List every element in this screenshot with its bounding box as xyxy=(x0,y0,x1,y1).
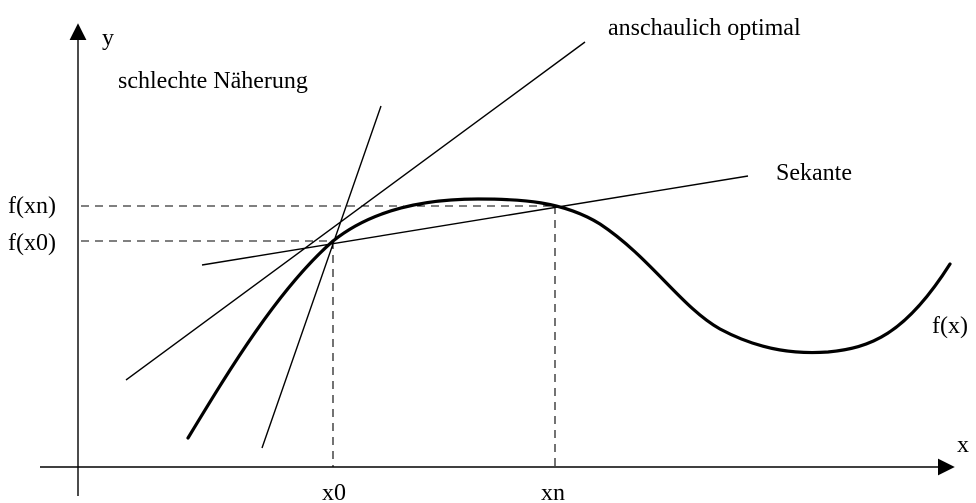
x0-label: x0 xyxy=(322,480,346,503)
function-curve xyxy=(186,197,952,440)
optimal-tangent-line xyxy=(125,41,586,381)
f-x0-label: f(x0) xyxy=(8,230,56,256)
poor-approximation-label: schlechte Näherung xyxy=(118,68,308,94)
optimal-tangent-label: anschaulich optimal xyxy=(608,15,801,41)
xn-label: xn xyxy=(541,480,565,503)
poor-approximation-line xyxy=(261,105,382,449)
secant-label: Sekante xyxy=(776,160,852,186)
f-xn-label: f(xn) xyxy=(8,193,56,219)
x-axis-label: x xyxy=(957,432,969,458)
function-label: f(x) xyxy=(932,313,968,339)
y-axis-label: y xyxy=(102,25,114,51)
secant-line xyxy=(201,175,749,266)
